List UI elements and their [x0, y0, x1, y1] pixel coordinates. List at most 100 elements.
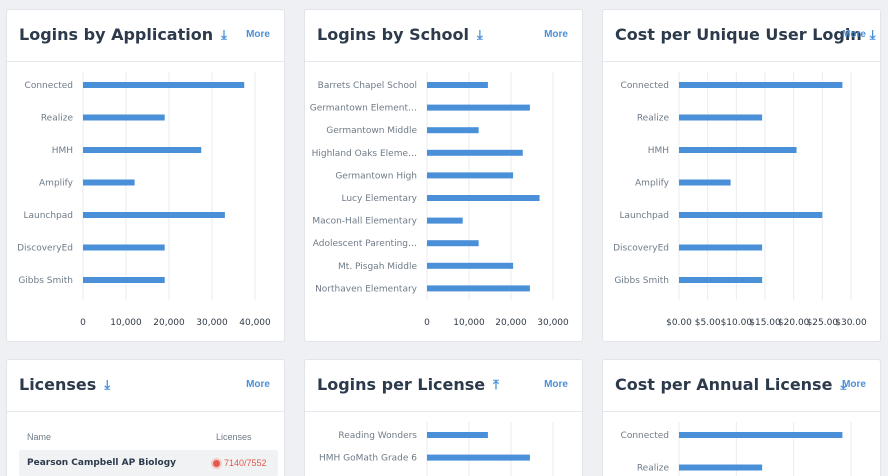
- download-arrow-icon[interactable]: ⤓: [221, 28, 227, 43]
- tick-label: 20,000: [495, 318, 527, 328]
- category-label: Barrets Chapel School: [318, 81, 417, 91]
- category-label: Realize: [41, 114, 74, 124]
- download-arrow-icon[interactable]: ⤓: [104, 378, 111, 393]
- bar[interactable]: [427, 285, 530, 292]
- card-logins-by-school: Logins by School ⤓ More Barrets Chapel Sc…: [304, 9, 583, 342]
- tick-label: 10,000: [453, 318, 485, 328]
- card-cost-per-annual-license: Cost per Annual License ⤓ More Connected R…: [602, 359, 881, 476]
- bar[interactable]: [427, 172, 514, 179]
- category-label: Realize: [637, 114, 670, 124]
- more-link[interactable]: More: [544, 29, 568, 40]
- card-header: Logins by Application ⤓ More: [7, 10, 284, 62]
- card-licenses: Licenses ⤓ More Name Licenses Pearson Cam…: [6, 359, 285, 476]
- tick-label: $15.00: [749, 318, 781, 328]
- category-label: Amplify: [635, 179, 670, 189]
- bar[interactable]: [427, 127, 479, 134]
- column-header-licenses: Licenses: [216, 432, 252, 442]
- category-label: Northaven Elementary: [315, 284, 418, 294]
- bar[interactable]: [679, 244, 763, 251]
- bar[interactable]: [679, 212, 823, 218]
- bar[interactable]: [83, 147, 202, 153]
- bar[interactable]: [679, 179, 731, 186]
- tick-label: 0: [424, 318, 430, 328]
- tick-label: 40,000: [239, 318, 271, 328]
- category-label: Reading Wonders: [338, 431, 417, 441]
- tick-label: $0.00: [666, 318, 692, 328]
- bar[interactable]: [679, 147, 797, 153]
- bar[interactable]: [427, 217, 463, 224]
- bar[interactable]: [83, 179, 135, 186]
- category-label: Connected: [621, 431, 669, 441]
- category-label: Germantown Middle: [326, 126, 417, 136]
- category-label: Gibbs Smith: [18, 276, 73, 286]
- card-logins-by-application: Logins by Application ⤓ More Connected Rea…: [6, 9, 285, 342]
- card-header: Logins by School ⤓ More: [305, 10, 582, 62]
- category-label: Amplify: [39, 179, 74, 189]
- bar-chart: Connected Realize HMH Amplify Launchpad Disco…: [613, 72, 867, 328]
- category-label: Launchpad: [23, 211, 73, 221]
- download-arrow-icon[interactable]: ⤓: [476, 28, 483, 43]
- category-label: Adolescent Parenting…: [313, 239, 417, 249]
- more-link[interactable]: More: [246, 29, 270, 40]
- bar[interactable]: [427, 454, 530, 461]
- tick-label: 20,000: [153, 318, 185, 328]
- bar[interactable]: [679, 432, 843, 438]
- category-label: Launchpad: [619, 211, 669, 221]
- category-label: Germantown High: [335, 171, 417, 181]
- card-title: Cost per Unique User Login ⤓: [615, 25, 876, 44]
- category-label: Highland Oaks Eleme…: [312, 149, 417, 159]
- category-label: Germantown Element…: [310, 104, 417, 114]
- bar[interactable]: [427, 82, 488, 88]
- more-link[interactable]: More: [842, 29, 866, 40]
- bar-chart: Barrets Chapel School Germantown Element……: [310, 72, 569, 328]
- upload-arrow-icon[interactable]: ⤒: [493, 378, 499, 393]
- tick-label: 0: [80, 318, 86, 328]
- bar[interactable]: [679, 277, 763, 283]
- category-label: Lucy Elementary: [342, 194, 418, 204]
- download-arrow-icon[interactable]: ⤓: [869, 28, 876, 43]
- card-title: Logins by School ⤓: [317, 25, 483, 44]
- card-title: Logins per License ⤒: [317, 375, 499, 394]
- bar[interactable]: [427, 432, 488, 438]
- license-count: 7140/7552: [213, 458, 267, 468]
- tick-label: $30.00: [835, 318, 867, 328]
- card-title: Logins by Application ⤓: [19, 25, 227, 44]
- bar[interactable]: [679, 114, 763, 121]
- category-label: HMH: [52, 146, 73, 156]
- more-link[interactable]: More: [544, 379, 568, 390]
- bar[interactable]: [427, 195, 540, 201]
- license-name: Pearson Campbell AP Biology: [27, 458, 177, 468]
- tick-label: $10.00: [721, 318, 753, 328]
- more-link[interactable]: More: [842, 379, 866, 390]
- bar[interactable]: [83, 244, 165, 251]
- tick-label: $25.00: [807, 318, 839, 328]
- category-label: DiscoveryEd: [613, 244, 669, 254]
- bar[interactable]: [83, 82, 245, 88]
- category-label: Macon-Hall Elementary: [312, 217, 417, 227]
- bar[interactable]: [427, 149, 523, 156]
- bar[interactable]: [83, 114, 165, 121]
- more-link[interactable]: More: [246, 379, 270, 390]
- bar[interactable]: [427, 104, 530, 111]
- tick-label: 30,000: [196, 318, 228, 328]
- card-logins-per-license: Logins per License ⤒ More Reading Wonders…: [304, 359, 583, 476]
- tick-label: 30,000: [537, 318, 569, 328]
- table-row[interactable]: Pearson Campbell AP Biology 7140/7552: [19, 450, 278, 476]
- category-label: Gibbs Smith: [614, 276, 669, 286]
- bar[interactable]: [427, 262, 514, 269]
- card-header: Cost per Unique User Login ⤓ More: [603, 10, 880, 62]
- download-arrow-icon[interactable]: ⤓: [840, 378, 847, 393]
- bar[interactable]: [83, 277, 165, 283]
- card-header: Licenses ⤓ More: [7, 360, 284, 412]
- bar[interactable]: [427, 240, 479, 247]
- category-label: HMH: [648, 146, 669, 156]
- card-header: Logins per License ⤒ More: [305, 360, 582, 412]
- card-header: Cost per Annual License ⤓ More: [603, 360, 880, 412]
- bar[interactable]: [679, 82, 843, 88]
- category-label: Realize: [637, 464, 670, 474]
- bar[interactable]: [83, 212, 225, 218]
- category-label: Connected: [621, 81, 669, 91]
- bar[interactable]: [679, 464, 763, 471]
- tick-label: 10,000: [110, 318, 142, 328]
